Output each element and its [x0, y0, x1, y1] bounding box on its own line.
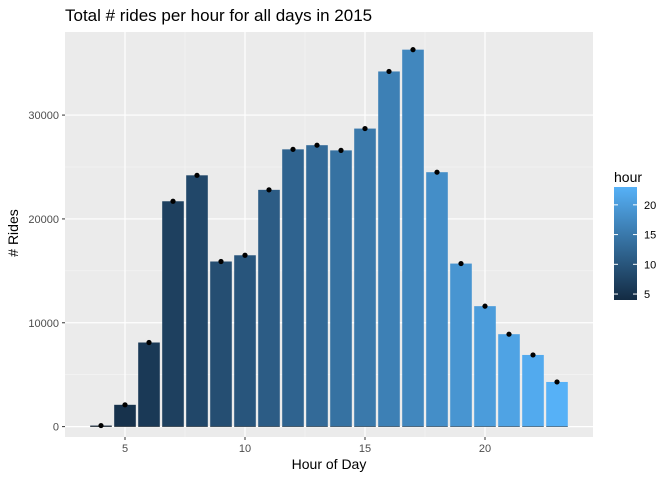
legend-tick-label: 15 [644, 230, 656, 242]
data-point [410, 47, 416, 53]
data-point [194, 172, 200, 178]
data-point [242, 252, 248, 258]
data-point [98, 422, 104, 429]
bar [114, 404, 136, 427]
x-axis-label: Hour of Day [292, 456, 367, 472]
legend-tick-label: 5 [644, 289, 650, 301]
legend-colorbar [614, 187, 637, 300]
legend: hour 5 10 15 20 [614, 169, 656, 301]
bar [426, 172, 448, 427]
x-tick-label: 5 [122, 443, 128, 455]
data-point [338, 147, 344, 153]
bar [186, 175, 208, 427]
legend-title: hour [614, 169, 642, 185]
data-point [554, 379, 560, 385]
bar [546, 381, 568, 427]
data-point [122, 402, 128, 408]
data-point [362, 125, 368, 132]
bar [162, 201, 184, 427]
x-tick-label: 15 [359, 443, 371, 455]
data-point [530, 352, 536, 358]
bar [330, 150, 352, 427]
bar [282, 149, 304, 427]
x-tick-label: 20 [479, 443, 491, 455]
y-axis: 0 10000 20000 30000 [28, 110, 65, 434]
data-point [290, 146, 296, 152]
bar [402, 49, 424, 427]
data-point [458, 260, 464, 267]
legend-tick-label: 20 [644, 200, 656, 212]
data-point [434, 169, 440, 175]
y-tick-label: 0 [53, 422, 59, 434]
data-point [218, 258, 224, 265]
data-point [170, 198, 176, 204]
bar [258, 189, 280, 427]
bar [474, 306, 496, 427]
data-point [482, 303, 488, 309]
bar [450, 263, 472, 427]
legend-tick-label: 10 [644, 259, 656, 271]
x-tick-label: 10 [239, 443, 251, 455]
data-point [314, 142, 320, 148]
chart-title: Total # rides per hour for all days in 2… [65, 6, 372, 25]
bar [522, 354, 544, 427]
bar [210, 261, 232, 427]
bar [234, 255, 256, 427]
y-tick-label: 20000 [28, 214, 59, 226]
bar [306, 145, 328, 427]
data-point [266, 187, 272, 193]
plot-panel [65, 32, 593, 437]
bar [354, 128, 376, 427]
y-axis-label: # Rides [5, 209, 21, 256]
y-tick-label: 10000 [28, 318, 59, 330]
data-point [386, 68, 392, 75]
x-axis: 5 10 15 20 [122, 437, 491, 455]
bar [498, 334, 520, 427]
bar [378, 71, 400, 427]
data-point [506, 331, 512, 337]
y-tick-label: 30000 [28, 110, 59, 122]
bar [138, 342, 160, 427]
data-point [146, 339, 152, 346]
